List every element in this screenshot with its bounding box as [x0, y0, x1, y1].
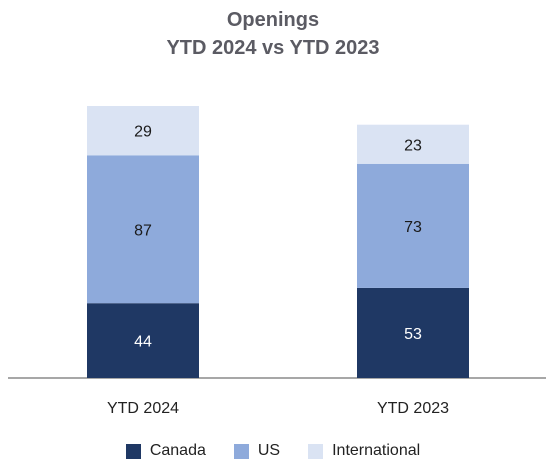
legend: Canada US International	[0, 442, 546, 460]
legend-swatch-canada	[125, 443, 141, 459]
bar-segment-us-1	[87, 155, 199, 304]
bar-segment-international-1	[87, 106, 199, 156]
legend-label-canada: Canada	[149, 442, 206, 459]
chart-subtitle: YTD 2024 vs YTD 2023	[166, 37, 380, 59]
x-tick-label-2: YTD 2023	[377, 400, 449, 417]
data-label-international-2: 23	[404, 137, 422, 154]
bar-segment-international-2	[357, 124, 469, 164]
x-tick-label-1: YTD 2024	[107, 400, 179, 417]
bar-segment-canada-2	[357, 287, 469, 378]
data-label-canada-1: 44	[134, 334, 152, 351]
chart-title: Openings	[226, 9, 320, 31]
legend-label-international: International	[332, 442, 421, 459]
bar-segment-us-2	[357, 163, 469, 288]
legend-item-international: International	[308, 442, 420, 460]
legend-item-us: US	[233, 442, 281, 460]
data-label-canada-2: 53	[404, 326, 422, 343]
legend-swatch-international	[308, 443, 324, 459]
legend-label-us: US	[257, 442, 281, 459]
data-label-international-1: 29	[134, 124, 152, 141]
legend-swatch-us	[233, 443, 249, 459]
legend-item-canada: Canada	[125, 442, 206, 460]
bar-segment-canada-1	[87, 303, 199, 378]
data-label-us-2: 73	[404, 219, 422, 236]
data-label-us-1: 87	[134, 222, 152, 239]
